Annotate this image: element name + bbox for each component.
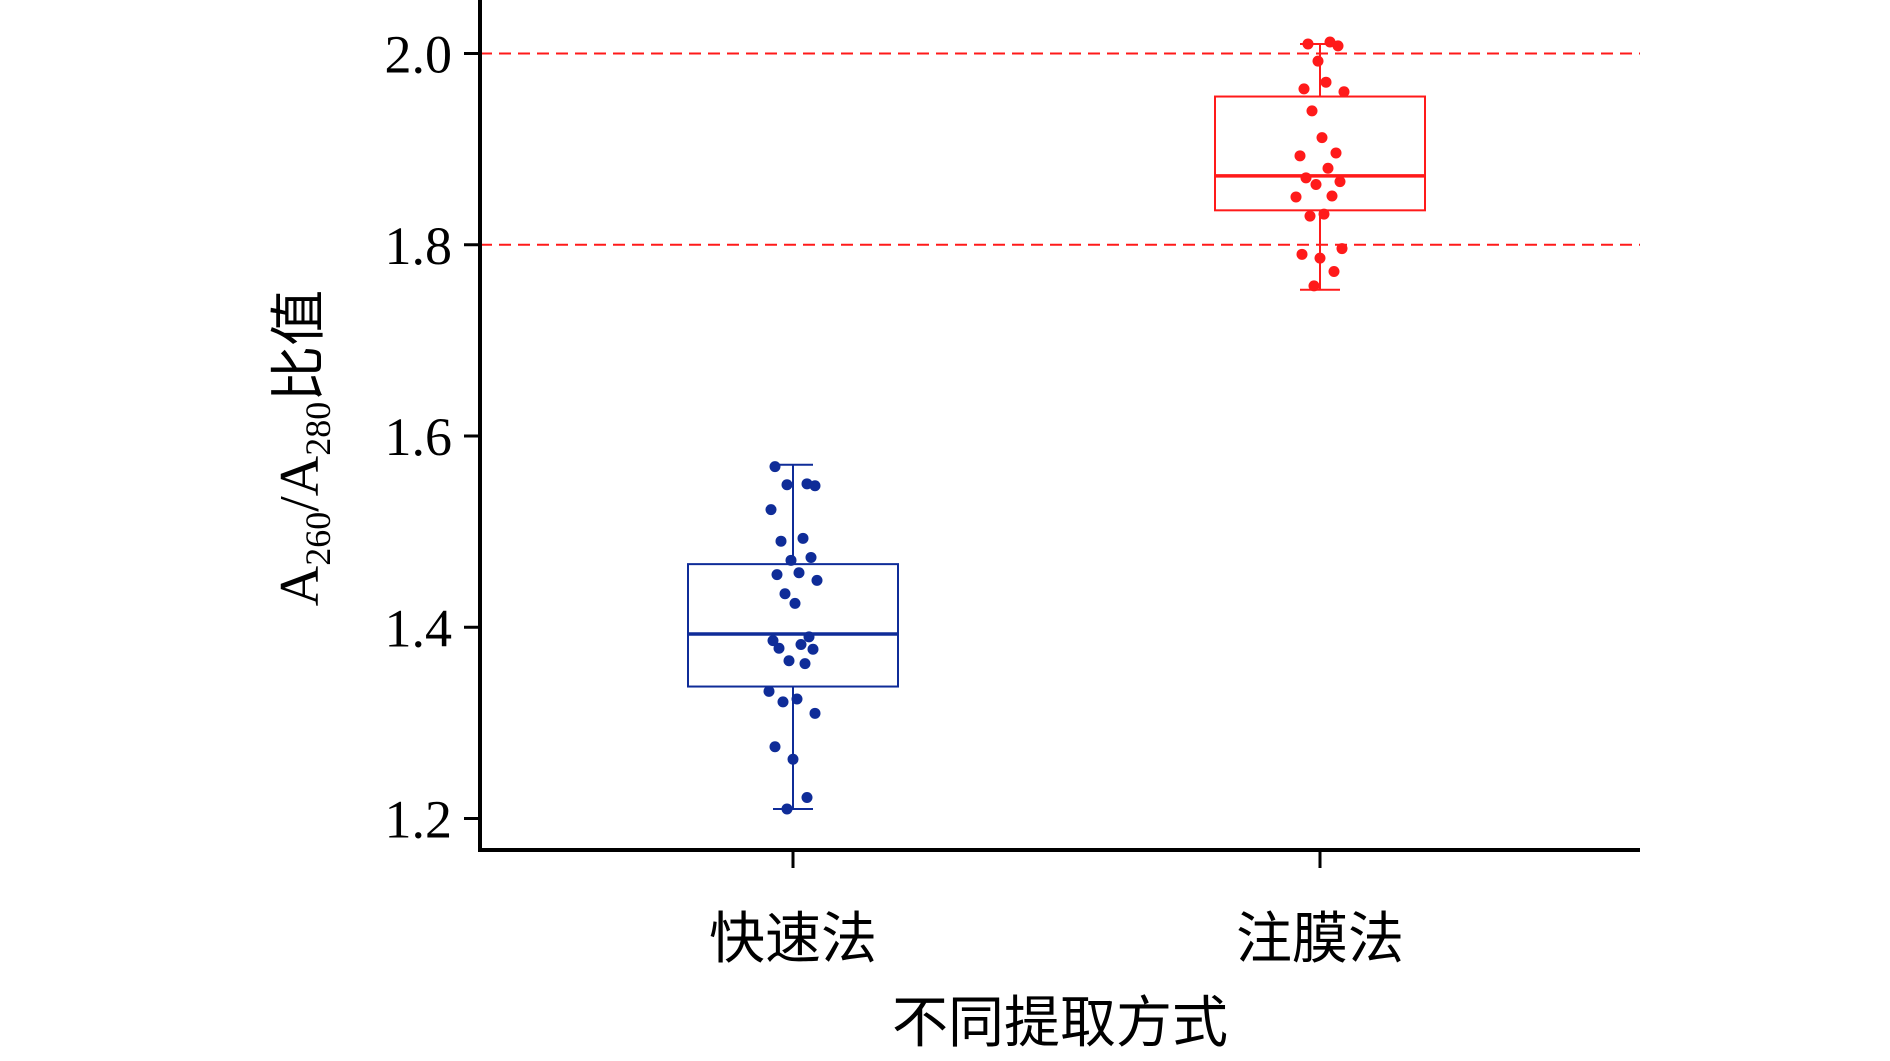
y-tick-label: 2.0 — [385, 25, 453, 85]
box-iqr — [687, 563, 899, 688]
data-point — [775, 535, 787, 547]
data-point — [1312, 55, 1324, 67]
data-point — [789, 597, 801, 609]
data-point — [1310, 179, 1322, 191]
data-point — [1296, 248, 1308, 260]
data-point — [1308, 280, 1320, 292]
data-point — [1294, 150, 1306, 162]
data-point — [1306, 105, 1318, 117]
data-point — [1334, 176, 1346, 188]
data-point — [1330, 147, 1342, 159]
reference-lines — [480, 52, 1640, 246]
data-point — [803, 631, 815, 643]
data-point — [1316, 132, 1328, 144]
x-tick-label: 快速法 — [709, 909, 877, 971]
y-tick-label: 1.6 — [385, 407, 453, 467]
data-point — [1318, 208, 1330, 220]
data-point — [795, 638, 807, 650]
data-point — [1314, 252, 1326, 264]
x-tick-label: 注膜法 — [1236, 909, 1404, 971]
y-axis: 1.2 1.4 1.6 1.8 2.0 — [385, 0, 482, 850]
y-title-subscript-260: 260 — [298, 512, 338, 566]
x-axis: 快速法 注膜法 — [478, 848, 1640, 971]
data-point — [807, 643, 819, 655]
y-tick-label: 1.8 — [385, 216, 453, 276]
data-point — [809, 707, 821, 719]
data-point — [777, 696, 789, 708]
data-point — [799, 658, 811, 670]
y-tick-label: 1.4 — [385, 598, 453, 658]
data-point — [801, 791, 813, 803]
data-point — [765, 504, 777, 516]
y-title-part-ratio: 比值 — [269, 290, 331, 402]
data-point — [797, 532, 809, 544]
y-title-part-slash-a: /A — [269, 455, 331, 512]
data-point — [1332, 40, 1344, 52]
data-point — [1336, 243, 1348, 255]
data-point — [769, 461, 781, 473]
data-point — [1304, 210, 1316, 222]
data-point — [1298, 83, 1310, 95]
data-point — [1302, 38, 1314, 50]
data-points — [763, 36, 1350, 815]
y-tick-label: 1.2 — [385, 790, 453, 850]
data-point — [767, 635, 779, 647]
data-point — [1328, 266, 1340, 278]
data-point — [793, 567, 805, 579]
data-point — [1300, 172, 1312, 184]
y-axis-title: A260/A280比值 — [269, 290, 338, 606]
data-point — [1320, 76, 1332, 88]
data-point — [781, 803, 793, 815]
data-point — [773, 642, 785, 654]
data-point — [779, 588, 791, 600]
data-point — [763, 685, 775, 697]
x-axis-title: 不同提取方式 — [892, 993, 1228, 1055]
data-point — [1338, 86, 1350, 98]
y-title-subscript-280: 280 — [298, 402, 338, 456]
data-point — [771, 569, 783, 581]
box-iqr — [1214, 95, 1426, 212]
data-point — [783, 655, 795, 667]
data-point — [811, 574, 823, 586]
data-point — [781, 479, 793, 491]
y-title-part-a: A — [269, 565, 331, 606]
data-point — [1290, 191, 1302, 203]
data-point — [769, 741, 781, 753]
data-point — [791, 693, 803, 705]
data-point — [809, 480, 821, 492]
data-point — [785, 554, 797, 566]
data-point — [1326, 190, 1338, 202]
data-point — [787, 753, 799, 765]
data-point — [805, 551, 817, 563]
data-point — [1322, 162, 1334, 174]
